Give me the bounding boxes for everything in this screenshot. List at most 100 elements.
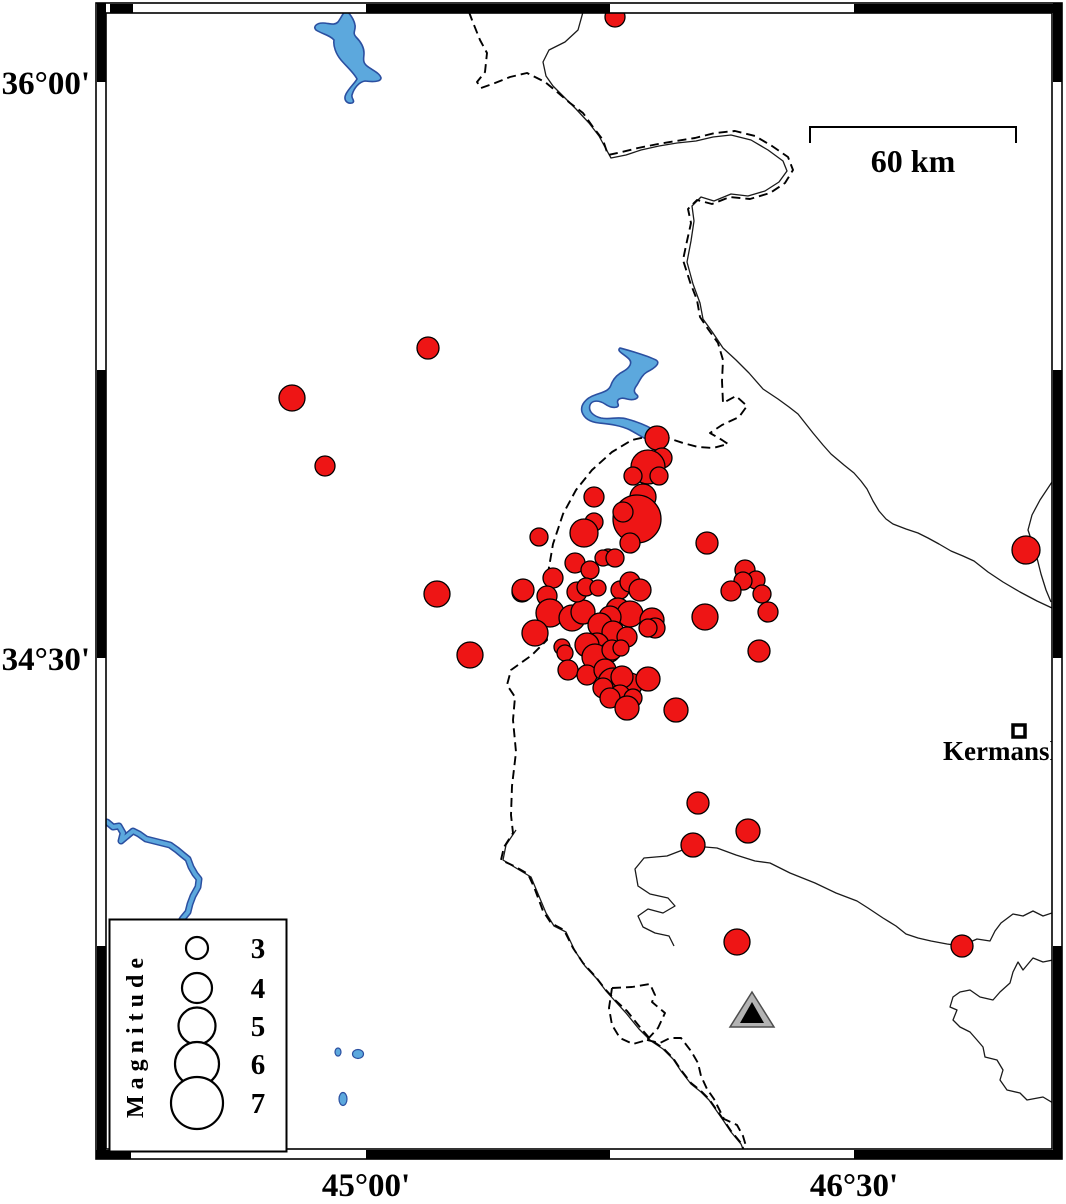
frame-band-segment	[97, 370, 106, 658]
earthquake-marker	[583, 486, 605, 508]
boundary-line	[634, 845, 1052, 947]
river	[106, 820, 201, 923]
national-border-dashed	[468, 13, 794, 1149]
station-marker	[728, 990, 776, 1028]
earthquake-marker	[557, 659, 579, 681]
y-axis-label-36-00: 36°00'	[2, 66, 90, 102]
earthquake-marker	[747, 639, 771, 663]
station-triangle-inner-icon	[740, 1002, 764, 1023]
earthquake-marker	[511, 578, 535, 602]
earthquake-marker	[605, 548, 625, 568]
earthquake-marker	[569, 518, 599, 548]
frame-band-segment	[366, 1150, 610, 1159]
earthquake-marker	[752, 584, 772, 604]
legend-magnitude-circle	[177, 1006, 217, 1046]
legend-label-7: 7	[251, 1088, 266, 1120]
earthquake-marker	[314, 455, 336, 477]
map-interior: Kermanshah	[106, 13, 1066, 1149]
small-island	[351, 1048, 365, 1060]
legend-label-4: 4	[251, 973, 266, 1005]
earthquake-marker	[612, 639, 630, 657]
earthquake-marker	[604, 13, 626, 28]
legend-magnitude-circle	[180, 971, 214, 1005]
y-axis-label-34-30: 34°30'	[2, 642, 90, 678]
map-frame-outer	[95, 2, 1063, 1160]
frame-band-segment	[1053, 370, 1062, 658]
earthquake-marker	[950, 934, 974, 958]
city-label: Kermanshah	[943, 736, 1066, 766]
earthquake-marker	[1011, 535, 1041, 565]
earthquake-marker	[723, 928, 751, 956]
earthquake-layer	[278, 13, 1041, 958]
earthquake-marker	[542, 567, 564, 589]
earthquake-marker	[614, 695, 640, 721]
earthquake-marker	[619, 532, 641, 554]
earthquake-marker	[623, 466, 643, 486]
frame-band-segment	[1053, 658, 1062, 946]
legend-magnitude-circle	[184, 935, 210, 961]
earthquake-marker	[521, 619, 549, 647]
earthquake-marker	[695, 531, 719, 555]
earthquake-marker	[735, 818, 761, 844]
frame-band-segment	[133, 4, 366, 13]
scale-bar-bracket	[809, 126, 1017, 143]
boundary-line	[949, 957, 1052, 1104]
scale-bar-label: 60 km	[871, 143, 956, 179]
earthquake-marker	[638, 618, 658, 638]
frame-band-segment	[97, 658, 106, 946]
national-border-dashed	[646, 1037, 748, 1149]
legend-label-5: 5	[251, 1011, 266, 1043]
frame-band-segment	[1053, 82, 1062, 370]
scale-bar: 60 km	[809, 126, 1017, 179]
national-border-dashed	[608, 983, 666, 1045]
frame-band-segment	[97, 82, 106, 370]
earthquake-marker	[635, 666, 661, 692]
map-frame-bands	[96, 3, 1062, 1159]
legend-label-3: 3	[251, 933, 266, 965]
legend-circles	[169, 935, 225, 1131]
x-axis-label-45-00: 45°00'	[322, 1168, 410, 1204]
earthquake-marker	[720, 580, 742, 602]
frame-band-segment	[366, 4, 610, 13]
legend-magnitude-circle	[169, 1075, 225, 1131]
earthquake-marker	[757, 601, 779, 623]
earthquake-marker	[278, 384, 306, 412]
lake-top	[314, 13, 382, 104]
earthquake-marker	[691, 603, 719, 631]
frame-band-segment	[610, 1150, 854, 1159]
frame-band-segment	[1053, 3, 1062, 82]
lake-central	[580, 347, 661, 443]
water-layer	[106, 13, 661, 1107]
earthquake-marker	[423, 580, 451, 608]
city-kermanshah: Kermanshah	[943, 723, 1066, 766]
frame-band-segment	[110, 4, 133, 13]
earthquake-marker	[580, 560, 600, 580]
earthquake-marker	[686, 791, 710, 815]
x-axis-label-46-30: 46°30'	[810, 1168, 898, 1204]
frame-band-segment	[610, 4, 854, 13]
earthquake-marker	[644, 425, 670, 451]
earthquake-marker	[663, 697, 689, 723]
frame-band-segment	[97, 3, 106, 82]
earthquake-marker	[529, 527, 549, 547]
boundary-line	[502, 829, 744, 1149]
earthquake-marker	[416, 336, 440, 360]
legend-title: Magnitude	[123, 952, 149, 1118]
earthquake-marker	[556, 644, 574, 662]
small-island	[334, 1047, 342, 1057]
earthquake-marker	[456, 641, 484, 669]
magnitude-legend: Magnitude 3 4 5 6 7	[108, 918, 288, 1153]
earthquake-marker	[628, 578, 652, 602]
map-frame-inner	[105, 12, 1053, 1150]
legend-label-6: 6	[251, 1049, 266, 1081]
earthquake-marker	[589, 579, 607, 597]
frame-band-segment	[1053, 946, 1062, 1159]
earthquake-marker	[649, 466, 669, 486]
frame-band-segment	[131, 1150, 366, 1159]
frame-band-segment	[97, 946, 106, 1159]
frame-band-segment	[96, 1150, 131, 1159]
frame-band-segment	[854, 1150, 1062, 1159]
small-island	[338, 1091, 348, 1107]
